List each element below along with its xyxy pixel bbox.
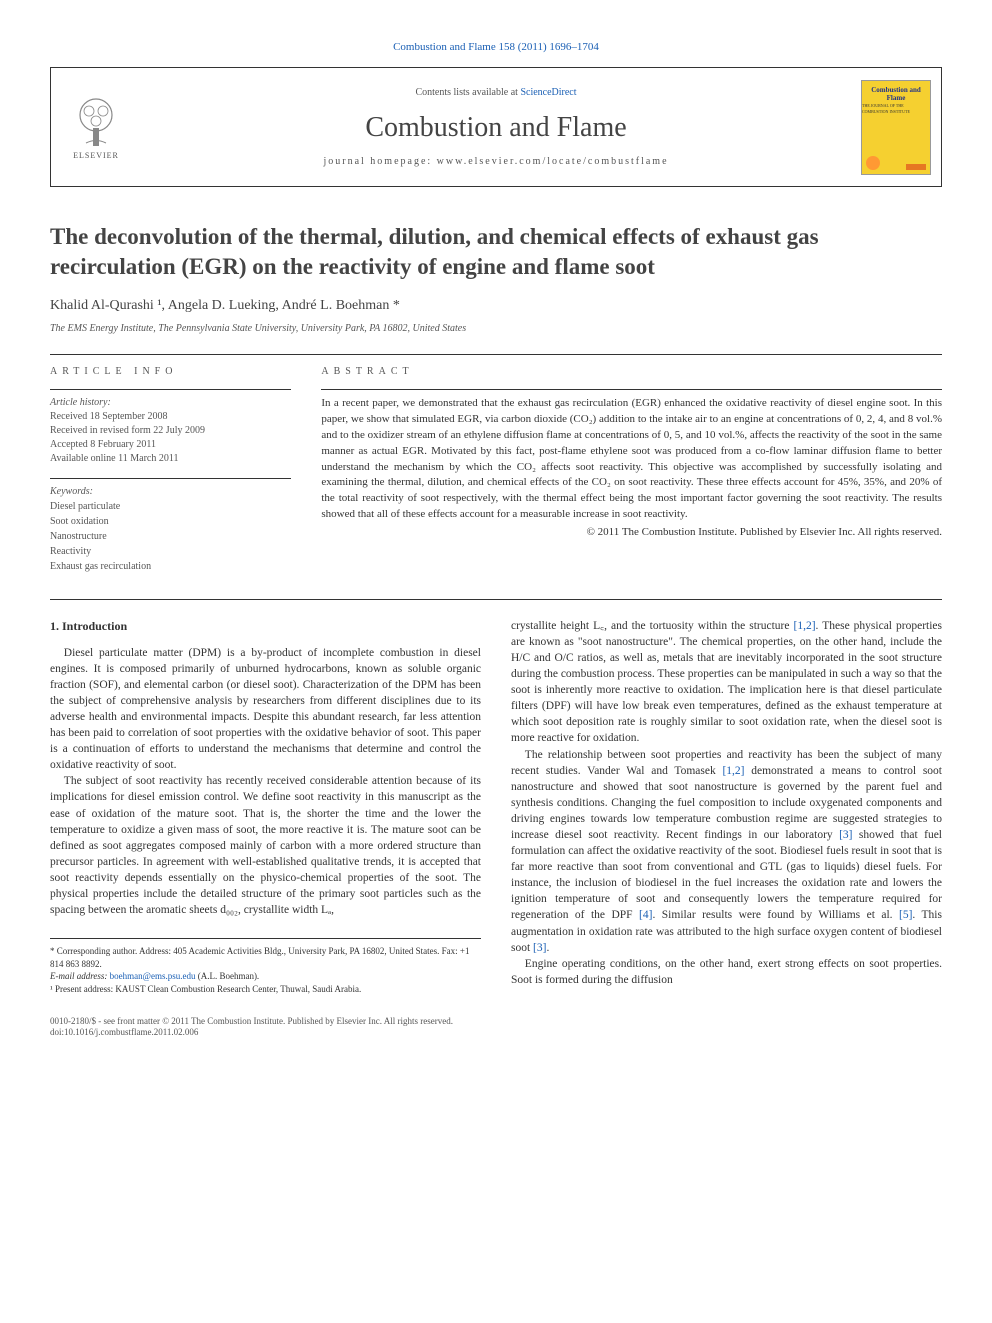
ref-link[interactable]: [1,2]	[722, 765, 744, 777]
ref-link[interactable]: [3]	[839, 829, 852, 841]
keyword: Reactivity	[50, 544, 291, 559]
keyword-list: Diesel particulate Soot oxidation Nanost…	[50, 499, 291, 574]
cover-subtitle: THE JOURNAL OF THE COMBUSTION INSTITUTE	[862, 103, 930, 114]
ref-link[interactable]: [5]	[899, 909, 912, 921]
journal-cover-thumbnail: Combustion and Flame THE JOURNAL OF THE …	[851, 68, 941, 186]
cover-flame-icon	[866, 156, 880, 170]
text-span: . These physical properties are known as…	[511, 620, 942, 745]
header-citation: Combustion and Flame 158 (2011) 1696–170…	[50, 40, 942, 55]
cover-title: Combustion and Flame	[862, 87, 930, 102]
abstract-panel: ABSTRACT In a recent paper, we demonstra…	[321, 365, 942, 574]
publisher-logo: ELSEVIER	[51, 68, 141, 186]
cover-box: Combustion and Flame THE JOURNAL OF THE …	[861, 80, 931, 175]
contents-lists-line: Contents lists available at ScienceDirec…	[141, 86, 851, 100]
abstract-text: In a recent paper, we demonstrated that …	[321, 389, 942, 524]
text-span: showed that fuel formulation can affect …	[511, 829, 942, 921]
journal-homepage: journal homepage: www.elsevier.com/locat…	[141, 155, 851, 169]
homepage-url[interactable]: www.elsevier.com/locate/combustflame	[437, 156, 669, 167]
body-columns: 1. Introduction Diesel particulate matte…	[50, 618, 942, 996]
history-dates: Received 18 September 2008 Received in r…	[50, 410, 291, 466]
cover-elsevier-logo	[906, 164, 926, 170]
keyword: Diesel particulate	[50, 499, 291, 514]
text-span: . Similar results were found by Williams…	[652, 909, 899, 921]
ref-link[interactable]: [3]	[533, 942, 546, 954]
text-span: crystallite height L꜀, and the tortuosit…	[511, 620, 793, 632]
issn-line: 0010-2180/$ - see front matter © 2011 Th…	[50, 1016, 942, 1028]
email-suffix: (A.L. Boehman).	[195, 971, 259, 981]
body-paragraph: Engine operating conditions, on the othe…	[511, 956, 942, 988]
article-info-panel: ARTICLE INFO Article history: Received 1…	[50, 365, 291, 574]
abstract-copyright: © 2011 The Combustion Institute. Publish…	[321, 525, 942, 540]
ref-link[interactable]: [4]	[639, 909, 652, 921]
keyword: Soot oxidation	[50, 514, 291, 529]
text-span: .	[546, 942, 549, 954]
journal-header-box: ELSEVIER Contents lists available at Sci…	[50, 67, 942, 187]
body-paragraph: Diesel particulate matter (DPM) is a by-…	[50, 645, 481, 774]
doi-line: doi:10.1016/j.combustflame.2011.02.006	[50, 1027, 942, 1039]
body-column-left: 1. Introduction Diesel particulate matte…	[50, 618, 481, 996]
page-footer: 0010-2180/$ - see front matter © 2011 Th…	[50, 1016, 942, 1039]
intro-body: Diesel particulate matter (DPM) is a by-…	[50, 645, 481, 919]
body-paragraph: The relationship between soot properties…	[511, 747, 942, 956]
contents-prefix: Contents lists available at	[415, 87, 520, 98]
publisher-name: ELSEVIER	[73, 150, 119, 161]
present-address-note: ¹ Present address: KAUST Clean Combustio…	[50, 983, 481, 996]
abstract-heading: ABSTRACT	[321, 365, 942, 379]
info-abstract-row: ARTICLE INFO Article history: Received 1…	[50, 365, 942, 574]
journal-name: Combustion and Flame	[141, 108, 851, 147]
body-column-right: crystallite height L꜀, and the tortuosit…	[511, 618, 942, 996]
author-list: Khalid Al-Qurashi ¹, Angela D. Lueking, …	[50, 296, 942, 316]
author-email-link[interactable]: boehman@ems.psu.edu	[110, 971, 196, 981]
body-divider	[50, 599, 942, 600]
keyword: Exhaust gas recirculation	[50, 559, 291, 574]
email-line: E-mail address: boehman@ems.psu.edu (A.L…	[50, 970, 481, 983]
email-label: E-mail address:	[50, 971, 110, 981]
corresponding-author-note: * Corresponding author. Address: 405 Aca…	[50, 945, 481, 970]
keywords-label: Keywords:	[50, 478, 291, 499]
article-info-heading: ARTICLE INFO	[50, 365, 291, 379]
intro-body-right: crystallite height L꜀, and the tortuosit…	[511, 618, 942, 988]
section-heading-intro: 1. Introduction	[50, 618, 481, 635]
keyword: Nanostructure	[50, 529, 291, 544]
history-label: Article history:	[50, 389, 291, 410]
section-divider	[50, 354, 942, 355]
body-paragraph: The subject of soot reactivity has recen…	[50, 773, 481, 918]
sciencedirect-link[interactable]: ScienceDirect	[520, 87, 576, 98]
body-paragraph: crystallite height L꜀, and the tortuosit…	[511, 618, 942, 747]
footnotes: * Corresponding author. Address: 405 Aca…	[50, 938, 481, 995]
header-center: Contents lists available at ScienceDirec…	[141, 68, 851, 186]
elsevier-tree-icon	[71, 93, 121, 148]
homepage-prefix: journal homepage:	[323, 156, 436, 167]
article-title: The deconvolution of the thermal, diluti…	[50, 222, 942, 282]
ref-link[interactable]: [1,2]	[793, 620, 815, 632]
affiliation: The EMS Energy Institute, The Pennsylvan…	[50, 322, 942, 336]
